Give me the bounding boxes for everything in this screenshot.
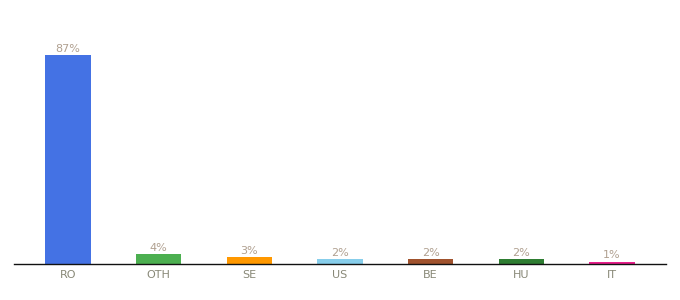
Text: 4%: 4% xyxy=(150,243,167,253)
Text: 2%: 2% xyxy=(513,248,530,258)
Text: 2%: 2% xyxy=(422,248,439,258)
Text: 87%: 87% xyxy=(56,44,80,54)
Bar xyxy=(498,259,544,264)
Bar xyxy=(590,262,634,264)
Text: 2%: 2% xyxy=(331,248,349,258)
Bar xyxy=(46,55,90,264)
Bar xyxy=(408,259,454,264)
Bar xyxy=(226,257,272,264)
Text: 1%: 1% xyxy=(603,250,621,260)
Bar xyxy=(136,254,182,264)
Bar xyxy=(318,259,362,264)
Text: 3%: 3% xyxy=(241,246,258,256)
